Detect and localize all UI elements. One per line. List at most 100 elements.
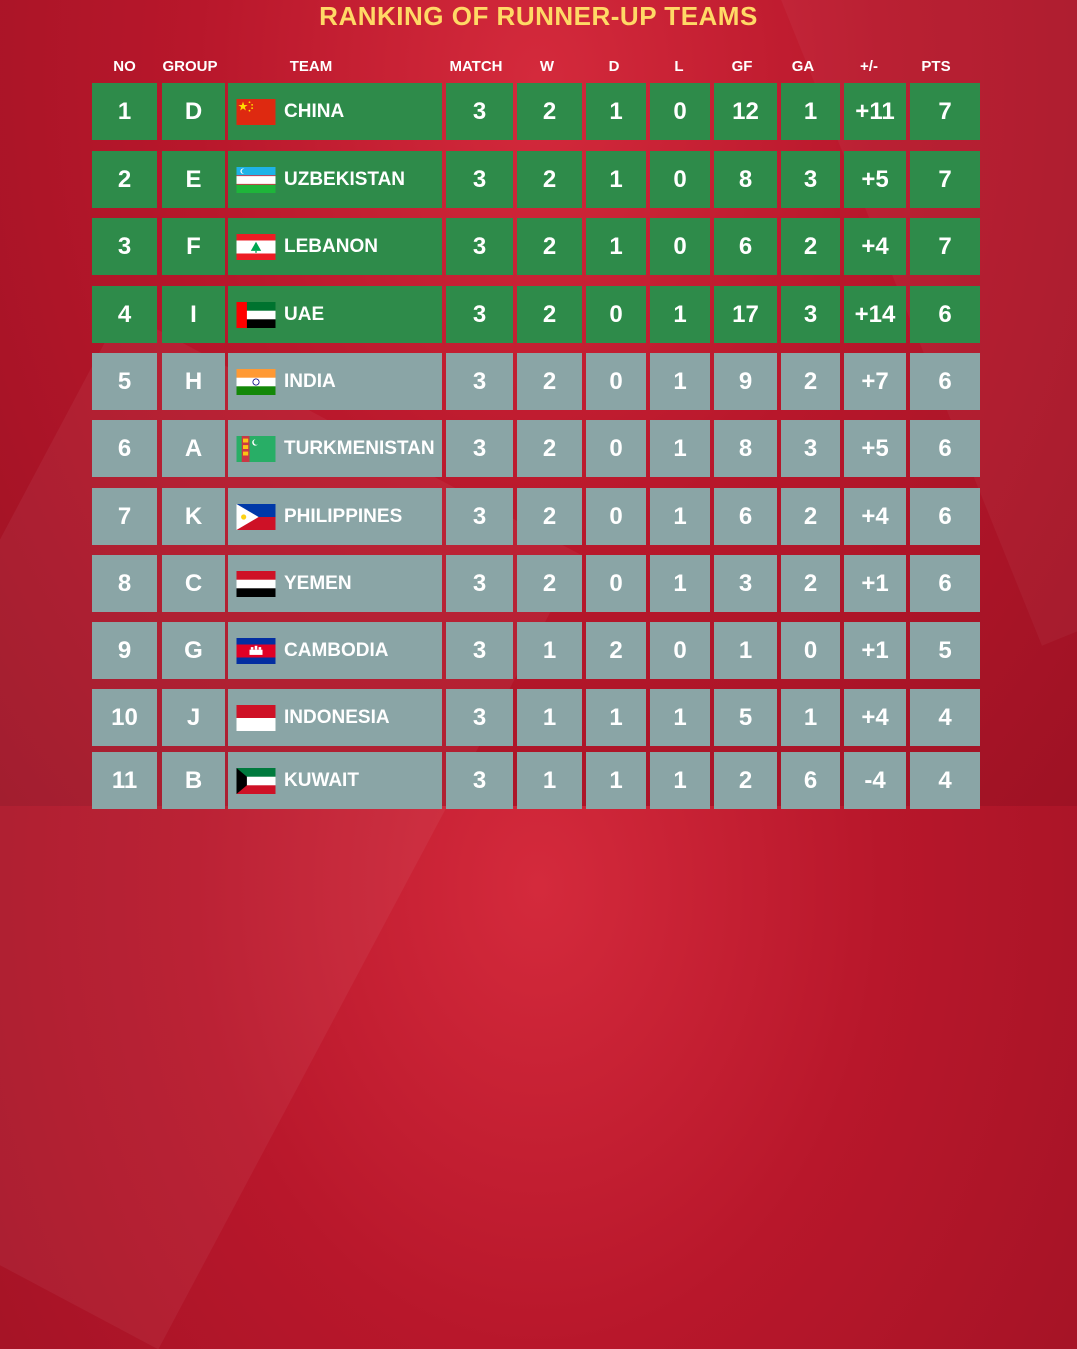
cell-group: I xyxy=(162,286,225,343)
cell-match: 3 xyxy=(446,622,513,679)
china-flag-icon xyxy=(236,98,276,125)
cell-group: A xyxy=(162,420,225,477)
cell-diff: +1 xyxy=(844,622,906,679)
cell-l: 0 xyxy=(650,83,710,140)
cell-match: 3 xyxy=(446,488,513,545)
cell-team: CHINA xyxy=(228,83,442,140)
cell-diff: +4 xyxy=(844,218,906,275)
cell-w: 1 xyxy=(517,689,582,746)
header-group: GROUP xyxy=(162,58,218,75)
team-name: INDONESIA xyxy=(284,706,390,728)
cell-gf: 5 xyxy=(714,689,777,746)
cell-l: 0 xyxy=(650,218,710,275)
cell-team: INDONESIA xyxy=(228,689,442,746)
cell-pts: 6 xyxy=(910,286,980,343)
cell-w: 2 xyxy=(517,420,582,477)
cell-d: 1 xyxy=(586,689,646,746)
indonesia-flag-icon xyxy=(236,704,276,731)
header-l: L xyxy=(674,58,684,75)
cell-d: 0 xyxy=(586,353,646,410)
cell-match: 3 xyxy=(446,286,513,343)
cell-team: UAE xyxy=(228,286,442,343)
cambodia-flag-icon xyxy=(236,637,276,664)
cell-match: 3 xyxy=(446,353,513,410)
table-header: NO GROUP TEAM MATCH W D L GF GA +/- PTS xyxy=(0,56,1077,78)
kuwait-flag-icon xyxy=(236,767,276,794)
table-row: 3 F LEBANON 3 2 1 0 6 2 +4 7 xyxy=(0,218,1077,275)
cell-w: 2 xyxy=(517,218,582,275)
cell-group: E xyxy=(162,151,225,208)
cell-no: 11 xyxy=(92,752,157,809)
cell-match: 3 xyxy=(446,83,513,140)
cell-w: 2 xyxy=(517,555,582,612)
cell-no: 3 xyxy=(92,218,157,275)
page-title: RANKING OF RUNNER-UP TEAMS xyxy=(319,1,758,31)
lebanon-flag-icon xyxy=(236,233,276,260)
cell-ga: 3 xyxy=(781,420,840,477)
team-name: TURKMENISTAN xyxy=(284,437,435,459)
cell-d: 0 xyxy=(586,488,646,545)
table-row: 5 H INDIA 3 2 0 1 9 2 +7 6 xyxy=(0,353,1077,410)
cell-w: 2 xyxy=(517,353,582,410)
team-name: CAMBODIA xyxy=(284,639,389,661)
cell-gf: 2 xyxy=(714,752,777,809)
cell-team: PHILIPPINES xyxy=(228,488,442,545)
cell-d: 1 xyxy=(586,151,646,208)
cell-ga: 2 xyxy=(781,353,840,410)
cell-ga: 2 xyxy=(781,555,840,612)
team-name: UZBEKISTAN xyxy=(284,168,406,190)
cell-gf: 6 xyxy=(714,488,777,545)
cell-diff: +4 xyxy=(844,488,906,545)
table-row: 4 I UAE 3 2 0 1 17 3 +14 6 xyxy=(0,286,1077,343)
cell-ga: 3 xyxy=(781,151,840,208)
uzbekistan-flag-icon xyxy=(236,166,276,193)
table-row: 10 J INDONESIA 3 1 1 1 5 1 +4 4 xyxy=(0,689,1077,746)
cell-d: 0 xyxy=(586,286,646,343)
team-name: PHILIPPINES xyxy=(284,505,403,527)
cell-w: 2 xyxy=(517,286,582,343)
cell-l: 1 xyxy=(650,286,710,343)
cell-match: 3 xyxy=(446,555,513,612)
header-w: W xyxy=(539,58,555,75)
cell-team: INDIA xyxy=(228,353,442,410)
cell-w: 2 xyxy=(517,83,582,140)
team-name: CHINA xyxy=(284,100,345,122)
cell-no: 1 xyxy=(92,83,157,140)
cell-group: K xyxy=(162,488,225,545)
header-gf: GF xyxy=(731,58,753,75)
cell-team: KUWAIT xyxy=(228,752,442,809)
header-team: TEAM xyxy=(289,58,333,75)
cell-l: 1 xyxy=(650,689,710,746)
cell-no: 10 xyxy=(92,689,157,746)
table-row: 2 E UZBEKISTAN 3 2 1 0 8 3 +5 7 xyxy=(0,151,1077,208)
header-d: D xyxy=(608,58,620,75)
yemen-flag-icon xyxy=(236,570,276,597)
table-row: 11 B KUWAIT 3 1 1 1 2 6 -4 4 xyxy=(0,752,1077,809)
cell-ga: 2 xyxy=(781,218,840,275)
team-name: INDIA xyxy=(284,370,336,392)
cell-l: 1 xyxy=(650,353,710,410)
cell-gf: 3 xyxy=(714,555,777,612)
cell-ga: 6 xyxy=(781,752,840,809)
table-row: 1 D CHINA 3 2 1 0 12 1 +11 7 xyxy=(0,83,1077,140)
cell-gf: 9 xyxy=(714,353,777,410)
table-row: 7 K PHILIPPINES 3 2 0 1 6 2 +4 6 xyxy=(0,488,1077,545)
cell-diff: +11 xyxy=(844,83,906,140)
table-row: 8 C YEMEN 3 2 0 1 3 2 +1 6 xyxy=(0,555,1077,612)
cell-match: 3 xyxy=(446,218,513,275)
cell-d: 2 xyxy=(586,622,646,679)
cell-w: 2 xyxy=(517,488,582,545)
cell-pts: 4 xyxy=(910,752,980,809)
cell-d: 1 xyxy=(586,83,646,140)
header-pts: PTS xyxy=(921,58,951,75)
cell-pts: 4 xyxy=(910,689,980,746)
cell-team: UZBEKISTAN xyxy=(228,151,442,208)
cell-l: 1 xyxy=(650,488,710,545)
header-no: NO xyxy=(113,58,136,75)
team-name: YEMEN xyxy=(284,572,352,594)
cell-w: 1 xyxy=(517,752,582,809)
cell-ga: 1 xyxy=(781,83,840,140)
cell-ga: 3 xyxy=(781,286,840,343)
cell-group: G xyxy=(162,622,225,679)
uae-flag-icon xyxy=(236,301,276,328)
